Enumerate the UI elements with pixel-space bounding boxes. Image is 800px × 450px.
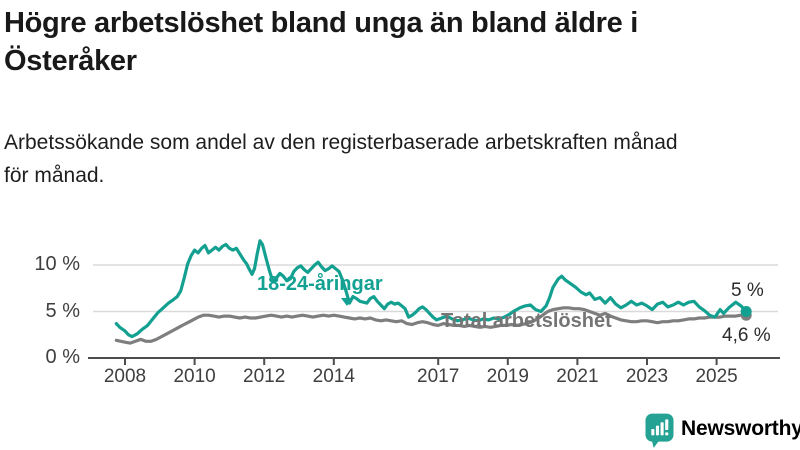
newsworthy-logo: Newsworthy <box>645 413 800 448</box>
newsworthy-logo-text: Newsworthy <box>681 416 800 440</box>
x-tick-label: 2012 <box>243 366 286 387</box>
x-tick-label: 2019 <box>486 366 529 387</box>
x-tick-label: 2023 <box>625 366 669 387</box>
x-tick-label: 2010 <box>173 366 216 387</box>
newsworthy-logo-icon <box>645 413 674 448</box>
page-title: Högre arbetslöshet bland unga än bland ä… <box>4 7 638 39</box>
chart-subtitle-line2: för månad. <box>4 164 105 187</box>
end-value-label-young: 5 % <box>731 280 764 301</box>
x-tick-label: 2008 <box>103 366 147 387</box>
y-tick-label: 0 % <box>45 346 80 368</box>
series-label-young: 18-24-åringar <box>257 273 383 295</box>
y-tick-label: 10 % <box>34 253 80 275</box>
page-title-line2: Österåker <box>4 45 137 77</box>
chart-subtitle: Arbetssökande som andel av den registerb… <box>4 131 678 154</box>
end-value-label-total: 4,6 % <box>722 325 771 346</box>
triangle-down-marker <box>341 298 353 306</box>
x-tick-label: 2017 <box>417 366 460 387</box>
x-tick-label: 2014 <box>312 366 355 387</box>
y-tick-label: 5 % <box>45 299 80 322</box>
series-label-total: Total arbetslöshet <box>441 310 612 332</box>
x-tick-label: 2021 <box>556 366 599 387</box>
x-tick-label: 2025 <box>695 366 738 387</box>
